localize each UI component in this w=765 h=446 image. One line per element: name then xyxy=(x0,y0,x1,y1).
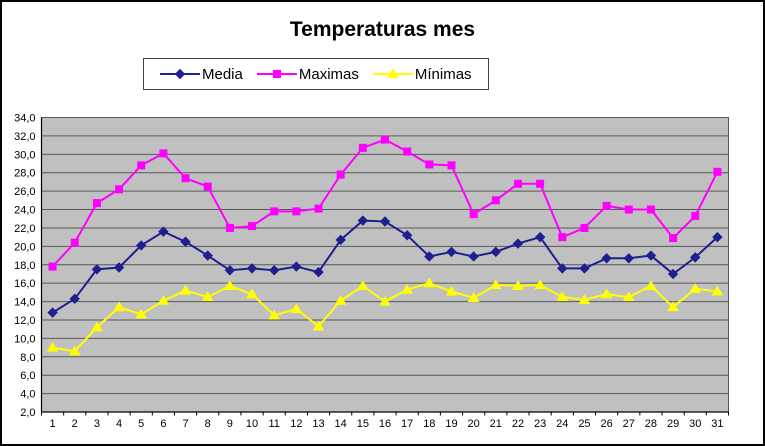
svg-text:30,0: 30,0 xyxy=(14,149,35,161)
legend-label-media: Media xyxy=(202,65,243,83)
svg-text:26: 26 xyxy=(600,418,612,430)
svg-text:12: 12 xyxy=(290,418,302,430)
y-axis-labels: 2,0 4,0 6,0 8,0 10,0 12,0 14,0 16,0 18,0 20,0 22,0… xyxy=(14,113,35,420)
svg-text:10,0: 10,0 xyxy=(14,333,35,345)
svg-text:11: 11 xyxy=(268,418,279,430)
chart-title: Temperaturas mes xyxy=(289,18,476,41)
svg-text:2,0: 2,0 xyxy=(20,407,35,419)
svg-text:14,0: 14,0 xyxy=(14,297,35,309)
svg-text:14: 14 xyxy=(335,418,347,430)
svg-text:4: 4 xyxy=(116,418,122,430)
svg-text:5: 5 xyxy=(138,418,144,430)
svg-text:34,0: 34,0 xyxy=(14,113,35,125)
svg-text:15: 15 xyxy=(357,418,369,430)
svg-text:23: 23 xyxy=(534,418,546,430)
maximas-series-marker-icon xyxy=(256,70,297,78)
svg-text:30: 30 xyxy=(689,418,701,430)
svg-text:27: 27 xyxy=(623,418,635,430)
minimas-series-marker-icon xyxy=(372,68,413,79)
svg-text:22: 22 xyxy=(512,418,524,430)
svg-text:12,0: 12,0 xyxy=(14,315,35,327)
svg-text:4,0: 4,0 xyxy=(20,389,35,401)
svg-text:28,0: 28,0 xyxy=(14,168,35,180)
legend-label-maximas: Maximas xyxy=(298,65,359,83)
svg-text:20,0: 20,0 xyxy=(14,241,35,253)
svg-text:19: 19 xyxy=(445,418,457,430)
svg-text:26,0: 26,0 xyxy=(14,186,35,198)
legend-item-minimas: Mínimas xyxy=(372,65,472,83)
svg-text:18: 18 xyxy=(423,418,435,430)
svg-text:7: 7 xyxy=(182,418,188,430)
series-line-Mínimas xyxy=(46,277,724,356)
x-axis-labels: 1 2 3 4 5 6 7 8 9 10 11 12 13 14 15 16 17 18 19 20 21 22 23 24 2… xyxy=(50,418,724,430)
legend-item-media: Media xyxy=(160,66,243,83)
legend-item-maximas: Maximas xyxy=(256,65,359,83)
svg-text:10: 10 xyxy=(246,418,258,430)
svg-text:31: 31 xyxy=(711,418,723,430)
svg-text:8,0: 8,0 xyxy=(20,352,35,364)
svg-text:16: 16 xyxy=(379,418,391,430)
legend: Media Maximas Mínimas xyxy=(143,58,489,90)
svg-text:32,0: 32,0 xyxy=(14,131,35,143)
svg-text:24: 24 xyxy=(556,418,568,430)
series-line-Media xyxy=(47,215,723,318)
svg-text:22,0: 22,0 xyxy=(14,223,35,235)
svg-text:17: 17 xyxy=(401,418,413,430)
svg-text:6: 6 xyxy=(160,418,166,430)
svg-text:25: 25 xyxy=(578,418,590,430)
svg-text:8: 8 xyxy=(205,418,211,430)
svg-text:16,0: 16,0 xyxy=(14,278,35,290)
svg-text:28: 28 xyxy=(645,418,657,430)
svg-text:13: 13 xyxy=(312,418,324,430)
svg-text:20: 20 xyxy=(468,418,480,430)
svg-text:24,0: 24,0 xyxy=(14,205,35,217)
svg-text:3: 3 xyxy=(94,418,100,430)
svg-text:2: 2 xyxy=(72,418,78,430)
y-gridlines xyxy=(41,117,729,413)
axes xyxy=(40,117,729,413)
svg-text:6,0: 6,0 xyxy=(20,370,35,382)
svg-text:29: 29 xyxy=(667,418,679,430)
svg-text:18,0: 18,0 xyxy=(14,260,35,272)
svg-text:21: 21 xyxy=(490,418,502,430)
svg-text:9: 9 xyxy=(227,418,233,430)
legend-label-minimas: Mínimas xyxy=(414,65,472,83)
media-series-marker-icon xyxy=(160,68,200,80)
series-line-Maximas xyxy=(48,135,722,271)
svg-text:1: 1 xyxy=(50,418,56,430)
